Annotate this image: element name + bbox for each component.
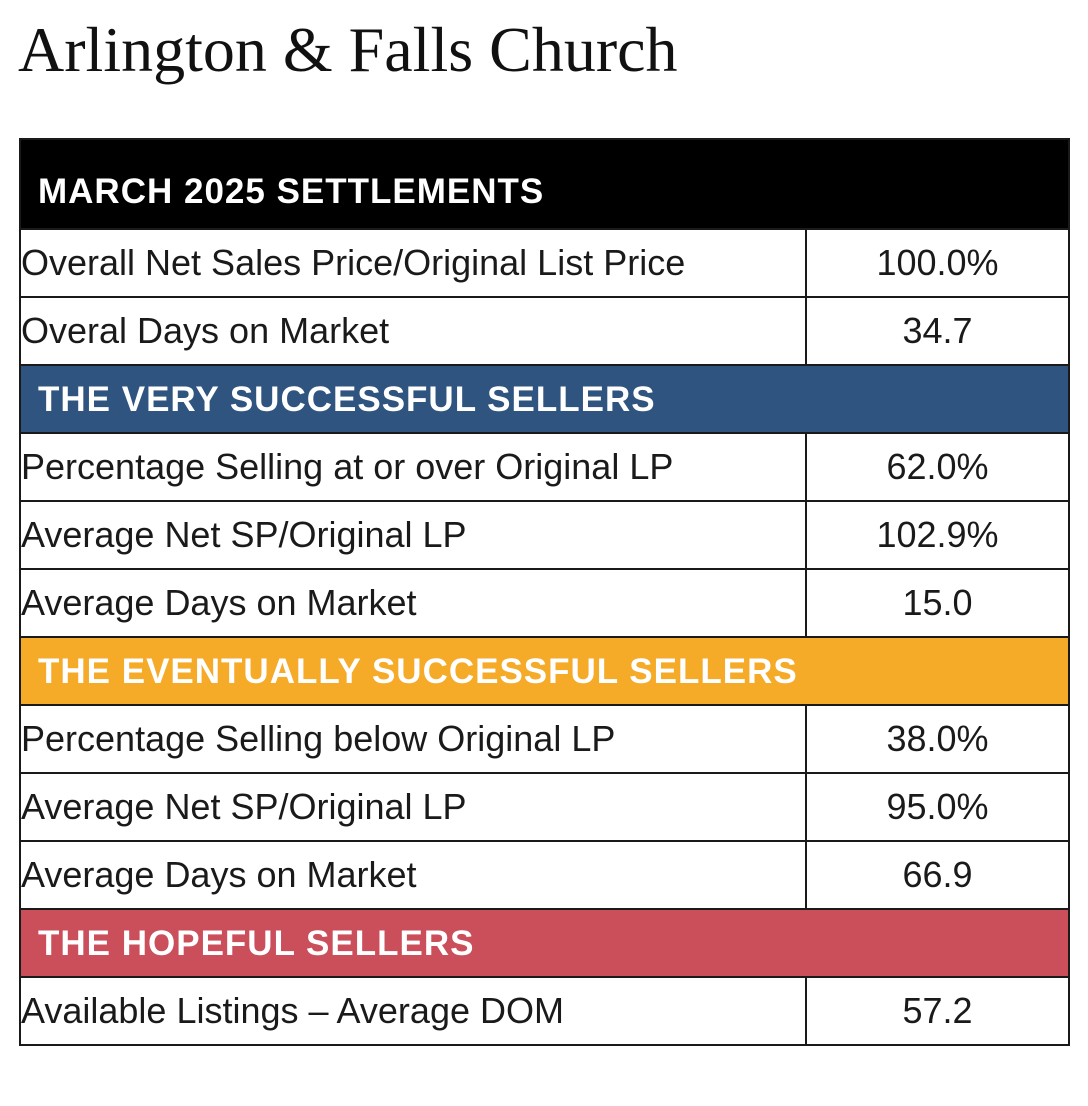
section-title: THE VERY SUCCESSFUL SELLERS — [20, 365, 1069, 433]
row-label: Average Days on Market — [20, 569, 806, 637]
table-row: Average Days on Market 15.0 — [20, 569, 1069, 637]
row-value: 100.0% — [806, 229, 1069, 297]
row-value: 34.7 — [806, 297, 1069, 365]
table-row: Percentage Selling below Original LP 38.… — [20, 705, 1069, 773]
settlements-table: MARCH 2025 SETTLEMENTS Overall Net Sales… — [19, 138, 1070, 1046]
row-value: 38.0% — [806, 705, 1069, 773]
row-label: Percentage Selling at or over Original L… — [20, 433, 806, 501]
table-row: Overal Days on Market 34.7 — [20, 297, 1069, 365]
row-label: Average Days on Market — [20, 841, 806, 909]
row-value: 102.9% — [806, 501, 1069, 569]
section-header-hopeful: THE HOPEFUL SELLERS — [20, 909, 1069, 977]
row-value: 15.0 — [806, 569, 1069, 637]
row-label: Average Net SP/Original LP — [20, 773, 806, 841]
table-row: Overall Net Sales Price/Original List Pr… — [20, 229, 1069, 297]
table-row: Available Listings – Average DOM 57.2 — [20, 977, 1069, 1045]
table-row: Average Net SP/Original LP 95.0% — [20, 773, 1069, 841]
row-label: Overall Net Sales Price/Original List Pr… — [20, 229, 806, 297]
row-value: 66.9 — [806, 841, 1069, 909]
section-header-settlements: MARCH 2025 SETTLEMENTS — [20, 139, 1069, 229]
row-label: Overal Days on Market — [20, 297, 806, 365]
row-value: 57.2 — [806, 977, 1069, 1045]
row-value: 62.0% — [806, 433, 1069, 501]
section-header-eventually-successful: THE EVENTUALLY SUCCESSFUL SELLERS — [20, 637, 1069, 705]
row-label: Available Listings – Average DOM — [20, 977, 806, 1045]
section-header-very-successful: THE VERY SUCCESSFUL SELLERS — [20, 365, 1069, 433]
section-title: THE EVENTUALLY SUCCESSFUL SELLERS — [20, 637, 1069, 705]
table-row: Average Net SP/Original LP 102.9% — [20, 501, 1069, 569]
table-row: Average Days on Market 66.9 — [20, 841, 1069, 909]
table-row: Percentage Selling at or over Original L… — [20, 433, 1069, 501]
section-title: THE HOPEFUL SELLERS — [20, 909, 1069, 977]
section-title: MARCH 2025 SETTLEMENTS — [20, 139, 1069, 229]
row-value: 95.0% — [806, 773, 1069, 841]
row-label: Percentage Selling below Original LP — [20, 705, 806, 773]
page-title: Arlington & Falls Church — [18, 14, 678, 86]
row-label: Average Net SP/Original LP — [20, 501, 806, 569]
